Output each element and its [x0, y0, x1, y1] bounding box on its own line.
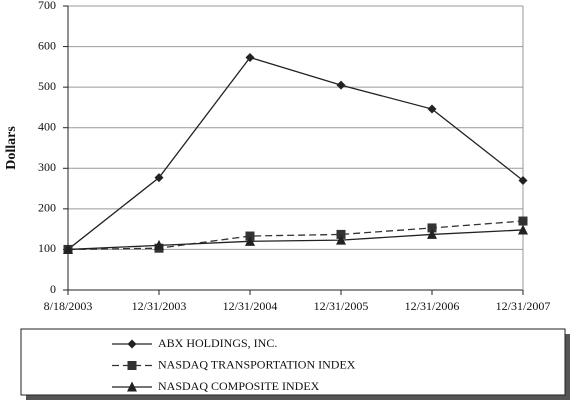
y-tick-label: 500: [38, 79, 56, 93]
data-point: [427, 228, 437, 239]
legend-label: NASDAQ COMPOSITE INDEX: [158, 379, 320, 393]
legend-label: ABX HOLDINGS, INC.: [158, 336, 277, 350]
x-tick-label: 12/31/2007: [496, 299, 551, 313]
data-point: [518, 175, 528, 185]
data-point: [518, 216, 528, 226]
legend-marker: [127, 339, 137, 349]
y-tick-label: 700: [38, 0, 56, 12]
y-tick-label: 400: [38, 119, 56, 133]
series-line: [67, 220, 524, 251]
legend-box: [20, 328, 566, 396]
data-point: [336, 234, 346, 245]
data-point: [336, 229, 346, 239]
data-point: [427, 104, 437, 114]
series-line: [67, 229, 524, 251]
y-axis-label: Dollars: [4, 126, 19, 170]
legend-marker: [127, 361, 137, 370]
data-point: [245, 235, 255, 246]
data-point: [63, 243, 73, 254]
y-tick-label: 300: [38, 160, 56, 174]
legend-marker: [127, 381, 137, 392]
data-point: [427, 223, 437, 233]
x-tick-label: 8/18/2003: [44, 299, 93, 313]
data-point: [245, 53, 255, 63]
x-tick-label: 12/31/2006: [405, 299, 460, 313]
y-tick-label: 200: [38, 201, 56, 215]
legend-label: NASDAQ TRANSPORTATION INDEX: [158, 357, 356, 371]
x-tick-label: 12/31/2003: [132, 299, 187, 313]
data-point: [154, 239, 164, 250]
data-point: [154, 173, 164, 183]
series-line: [67, 56, 524, 250]
data-point: [518, 224, 528, 235]
y-tick-label: 0: [50, 282, 56, 296]
x-tick-label: 12/31/2004: [223, 299, 278, 313]
y-tick-label: 600: [38, 38, 56, 52]
y-tick-label: 100: [38, 241, 56, 255]
data-point: [336, 80, 346, 90]
x-tick-label: 12/31/2005: [314, 299, 369, 313]
